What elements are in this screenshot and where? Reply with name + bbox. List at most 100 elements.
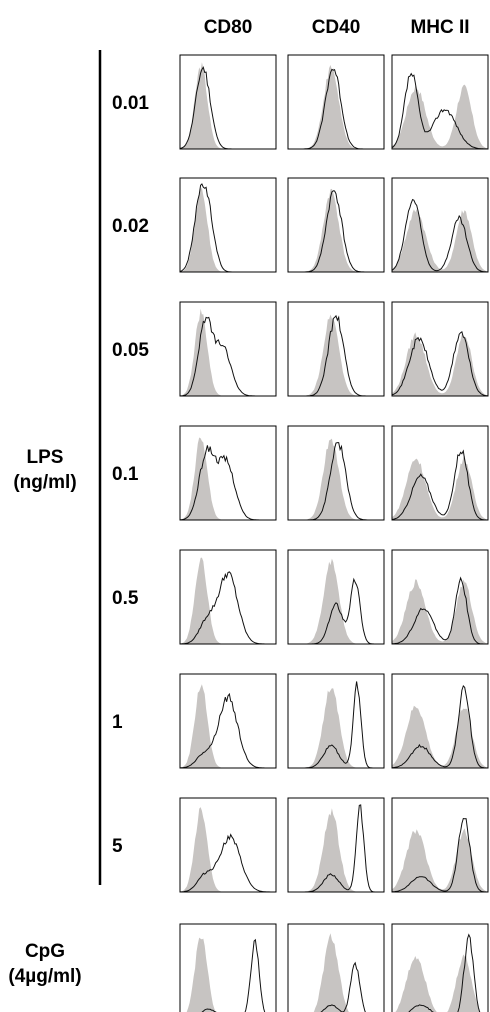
panel-border	[391, 549, 489, 645]
panel-border	[287, 177, 385, 273]
treated-histogram	[391, 72, 489, 150]
row-label-1: 1	[112, 712, 123, 733]
control-histogram	[392, 705, 488, 768]
column-label-cd40: CD40	[312, 17, 361, 38]
treated-histogram	[392, 576, 488, 645]
panel-border	[179, 549, 277, 645]
column-label-cd80: CD80	[204, 17, 253, 38]
panel-cd80-row-2	[179, 177, 277, 273]
panel-cd80-row-5	[179, 549, 277, 645]
group-label-cpg-line-1: CpG	[25, 941, 65, 962]
panel-border	[287, 425, 385, 521]
treated-histogram	[201, 938, 266, 1012]
panel-cd40-row-4	[287, 425, 385, 521]
treated-histogram	[180, 833, 276, 893]
control-histogram	[180, 557, 276, 644]
row-label-0-05: 0.05	[112, 340, 149, 361]
panel-mhc-ii-row-3	[391, 301, 489, 397]
panel-border	[287, 923, 385, 1012]
panel-mhc-ii-row-6	[391, 673, 489, 769]
panel-cd80-row-3	[179, 301, 277, 397]
panel-border	[179, 425, 277, 521]
treated-histogram	[391, 817, 488, 893]
control-histogram	[392, 209, 488, 272]
row-label-0-5: 0.5	[112, 588, 139, 609]
panel-border	[179, 177, 277, 273]
row-label-0-1: 0.1	[112, 464, 139, 485]
control-histogram	[392, 828, 488, 892]
control-histogram	[180, 62, 276, 150]
panel-cd40-row-3	[287, 301, 385, 397]
column-label-mhc-ii: MHC II	[410, 17, 469, 38]
panel-cd40-row-8	[287, 923, 385, 1012]
treated-histogram	[391, 330, 489, 397]
panel-cd40-row-2	[287, 177, 385, 273]
panel-cd40-row-7	[287, 797, 385, 893]
panel-border	[179, 301, 277, 397]
control-histogram	[180, 308, 276, 396]
panel-border	[179, 797, 277, 893]
panel-border	[391, 301, 489, 397]
row-labels: 0.01 0.02 0.05 0.1 0.5 1 5	[112, 93, 149, 857]
control-histogram	[392, 332, 488, 396]
panel-cd80-row-6	[179, 673, 277, 769]
row-label-0-02: 0.02	[112, 216, 149, 237]
control-histogram	[313, 933, 349, 1012]
panel-border	[391, 425, 489, 521]
panel-cd40-row-5	[287, 549, 385, 645]
treated-histogram	[408, 933, 481, 1012]
row-label-0-01: 0.01	[112, 93, 149, 114]
control-histogram	[288, 808, 384, 892]
column-headers: CD80 CD40 MHC II	[204, 17, 470, 38]
panel-cd80-row-1	[179, 54, 277, 150]
control-histogram	[288, 188, 384, 272]
control-histogram	[288, 558, 384, 644]
panel-mhc-ii-row-8	[391, 923, 489, 1012]
panel-mhc-ii-row-5	[391, 549, 489, 645]
histogram-panels	[179, 54, 489, 1012]
panel-cd40-row-6	[287, 673, 385, 769]
panel-border	[287, 797, 385, 893]
group-label-cpg-line-2: (4µg/ml)	[8, 966, 81, 987]
panel-border	[391, 797, 489, 893]
panel-border	[391, 923, 489, 1012]
panel-mhc-ii-row-4	[391, 425, 489, 521]
panel-border	[179, 54, 277, 150]
panel-border	[391, 673, 489, 769]
panel-border	[391, 54, 489, 150]
control-histogram	[180, 684, 276, 768]
control-histogram	[392, 579, 488, 644]
control-histogram	[180, 187, 276, 272]
group-labels: LPS (ng/ml) CpG (4µg/ml)	[8, 447, 81, 987]
row-label-5: 5	[112, 836, 123, 857]
control-histogram	[288, 688, 384, 768]
control-histogram	[288, 314, 384, 396]
control-histogram	[186, 937, 216, 1012]
panel-mhc-ii-row-2	[391, 177, 489, 273]
panel-mhc-ii-row-1	[391, 54, 489, 150]
panel-border	[391, 177, 489, 273]
treated-histogram	[320, 961, 366, 1012]
control-histogram	[392, 455, 488, 520]
treated-histogram	[391, 198, 489, 273]
panel-border	[287, 549, 385, 645]
control-histogram	[392, 84, 488, 149]
control-histogram	[288, 65, 384, 149]
treated-histogram	[391, 449, 488, 521]
panel-cd80-row-7	[179, 797, 277, 893]
control-histogram	[288, 438, 384, 520]
group-label-lps-line-2: (ng/ml)	[13, 472, 76, 493]
treated-histogram	[391, 684, 488, 769]
panel-border	[179, 923, 277, 1012]
panel-cd80-row-4	[179, 425, 277, 521]
panel-border	[287, 301, 385, 397]
control-histogram	[180, 807, 276, 892]
panel-cd80-row-8	[179, 923, 277, 1012]
group-label-lps-line-1: LPS	[27, 447, 64, 468]
panel-border	[287, 54, 385, 150]
panel-border	[287, 673, 385, 769]
panel-border	[179, 673, 277, 769]
panel-cd40-row-1	[287, 54, 385, 150]
control-histogram	[395, 954, 481, 1012]
